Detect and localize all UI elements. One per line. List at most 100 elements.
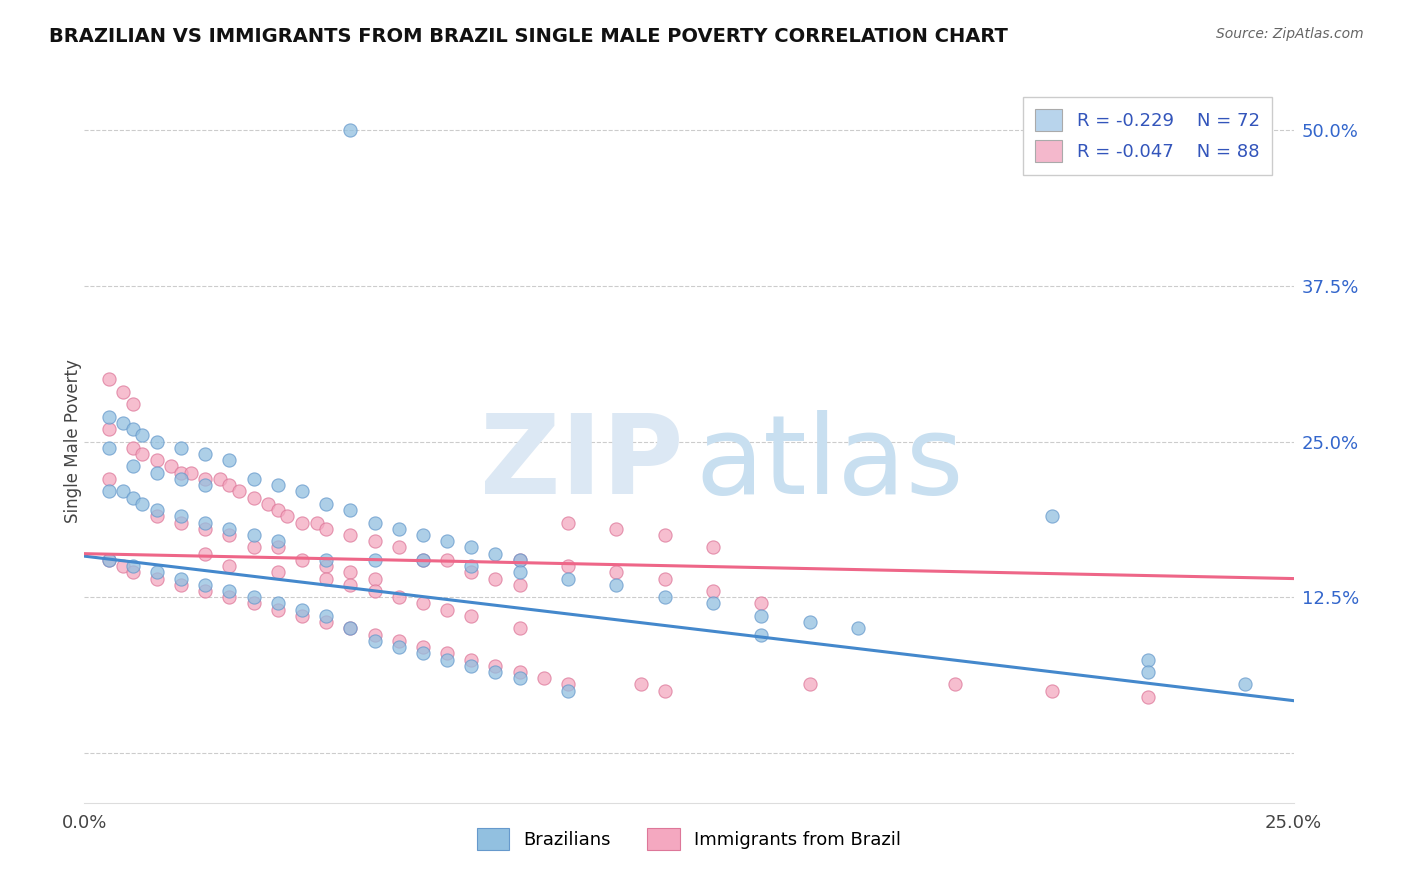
Point: [1137, 690, 1160, 704]
Point: [315, 553, 337, 567]
Point: [160, 459, 183, 474]
Point: [460, 566, 482, 580]
Point: [218, 584, 240, 599]
Point: [267, 566, 290, 580]
Point: [267, 534, 290, 549]
Point: [97, 441, 120, 455]
Point: [460, 652, 482, 666]
Point: [218, 559, 240, 574]
Point: [363, 553, 385, 567]
Point: [242, 541, 264, 555]
Point: [194, 472, 217, 486]
Point: [305, 516, 328, 530]
Point: [1137, 665, 1160, 679]
Point: [242, 472, 264, 486]
Point: [460, 559, 482, 574]
Point: [557, 677, 579, 691]
Point: [146, 434, 169, 449]
Point: [170, 466, 193, 480]
Point: [291, 484, 314, 499]
Point: [484, 572, 506, 586]
Point: [654, 591, 676, 605]
Point: [557, 683, 579, 698]
Point: [1234, 677, 1257, 691]
Point: [291, 553, 314, 567]
Point: [121, 566, 143, 580]
Point: [630, 677, 652, 691]
Point: [146, 503, 169, 517]
Point: [315, 522, 337, 536]
Point: [339, 123, 361, 137]
Point: [702, 597, 724, 611]
Point: [412, 553, 434, 567]
Point: [363, 584, 385, 599]
Point: [112, 559, 135, 574]
Point: [112, 484, 135, 499]
Point: [1040, 683, 1063, 698]
Point: [388, 640, 411, 654]
Point: [557, 516, 579, 530]
Point: [702, 584, 724, 599]
Point: [194, 516, 217, 530]
Point: [218, 528, 240, 542]
Point: [1137, 652, 1160, 666]
Point: [315, 559, 337, 574]
Point: [388, 591, 411, 605]
Point: [208, 472, 231, 486]
Point: [799, 615, 821, 630]
Point: [194, 584, 217, 599]
Point: [194, 447, 217, 461]
Point: [557, 559, 579, 574]
Point: [146, 509, 169, 524]
Point: [170, 441, 193, 455]
Point: [339, 503, 361, 517]
Point: [363, 534, 385, 549]
Point: [460, 658, 482, 673]
Point: [605, 522, 627, 536]
Point: [436, 652, 458, 666]
Point: [460, 541, 482, 555]
Point: [267, 603, 290, 617]
Point: [242, 591, 264, 605]
Point: [228, 484, 250, 499]
Point: [654, 528, 676, 542]
Point: [533, 671, 555, 685]
Point: [218, 522, 240, 536]
Point: [436, 646, 458, 660]
Point: [363, 516, 385, 530]
Point: [267, 503, 290, 517]
Point: [412, 597, 434, 611]
Point: [799, 677, 821, 691]
Point: [121, 441, 143, 455]
Point: [170, 509, 193, 524]
Point: [509, 578, 531, 592]
Point: [412, 640, 434, 654]
Point: [291, 609, 314, 624]
Point: [242, 597, 264, 611]
Point: [702, 541, 724, 555]
Point: [412, 646, 434, 660]
Point: [146, 453, 169, 467]
Point: [509, 566, 531, 580]
Point: [97, 553, 120, 567]
Point: [605, 566, 627, 580]
Point: [751, 609, 773, 624]
Point: [751, 627, 773, 641]
Point: [267, 541, 290, 555]
Point: [654, 683, 676, 698]
Point: [121, 397, 143, 411]
Point: [97, 553, 120, 567]
Point: [509, 553, 531, 567]
Point: [218, 453, 240, 467]
Point: [339, 566, 361, 580]
Text: ZIP: ZIP: [479, 409, 683, 516]
Point: [484, 665, 506, 679]
Point: [170, 472, 193, 486]
Point: [194, 478, 217, 492]
Point: [112, 416, 135, 430]
Point: [267, 597, 290, 611]
Point: [339, 621, 361, 635]
Point: [388, 541, 411, 555]
Point: [509, 553, 531, 567]
Point: [315, 497, 337, 511]
